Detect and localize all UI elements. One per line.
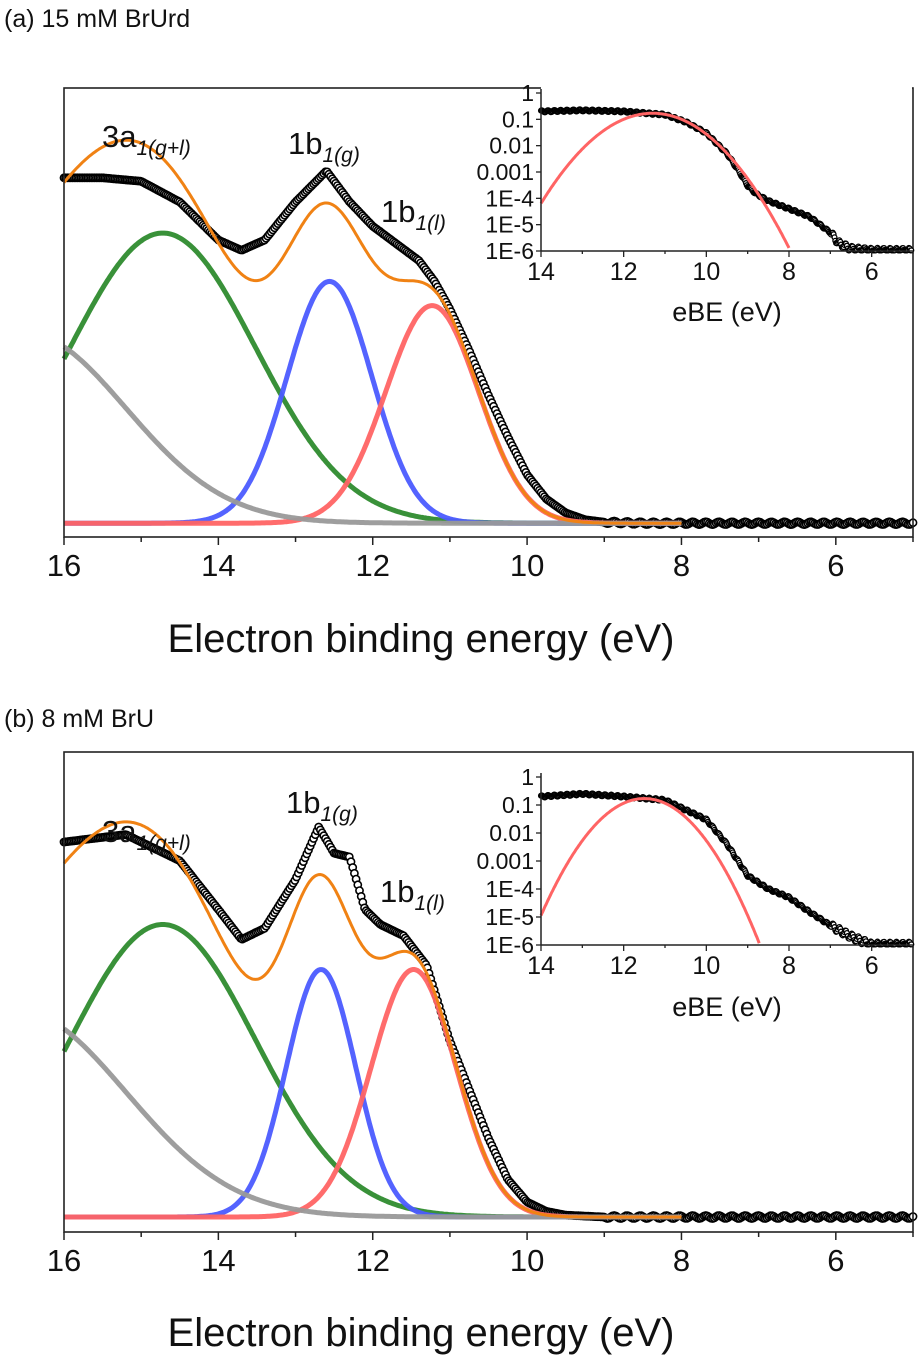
- inset-x-axis-label: eBE (eV): [672, 297, 782, 327]
- inset-x-tick-label: 14: [527, 258, 555, 286]
- annotation-main: 3a: [102, 814, 137, 849]
- plot-frame: [63, 751, 914, 1233]
- annotation-sub: 1(l): [415, 212, 445, 235]
- inset-fit-curve: [539, 796, 761, 944]
- inset-y-tick-label: 0.001: [476, 159, 534, 185]
- inset-x-tick-label: 6: [865, 258, 879, 286]
- annotation-1b1l: 1b1(l): [380, 874, 445, 915]
- inset-y-tick-label: 1E-6: [485, 238, 534, 264]
- fit-curve: [62, 138, 682, 525]
- inset-background: [541, 771, 912, 945]
- annotation-sub: 1(g): [320, 803, 357, 826]
- annotation-3a1: 3a1(g+l): [102, 119, 191, 160]
- inset-y-tick-label: 0.01: [489, 820, 534, 846]
- inset-fit-curve: [539, 111, 791, 249]
- inset-x-tick-label: 12: [610, 952, 638, 980]
- inset-y-tick-label: 1: [521, 764, 534, 790]
- annotation-main: 1b: [288, 126, 322, 161]
- inset-x-tick-label: 10: [692, 952, 720, 980]
- x-tick-label: 6: [827, 1243, 844, 1278]
- x-tick-label: 10: [510, 1243, 544, 1278]
- component-1b1g: [64, 967, 682, 1220]
- inset-y-tick-label: 1E-5: [485, 212, 534, 238]
- annotation-sub: 1(g): [322, 144, 359, 167]
- x-tick-label: 8: [673, 1243, 690, 1278]
- panel-b: (b) 8 mM BrU 16 14 12 10 8 6 10.10.010.0011E-…: [4, 705, 918, 1355]
- component-3a1gl: [61, 922, 682, 1220]
- annotation-main: 1b: [286, 785, 320, 820]
- annotation-sub: 1(g+l): [136, 832, 190, 855]
- inset-x-tick-label: 10: [692, 258, 720, 286]
- annotation-1b1g: 1b1(g): [288, 126, 360, 167]
- x-axis-label: Electron binding energy (eV): [168, 617, 675, 661]
- inset-x-tick-label: 8: [782, 258, 796, 286]
- inset-y-tick-label: 0.001: [476, 848, 534, 874]
- inset-x-axis-label: eBE (eV): [672, 992, 782, 1022]
- inset-y-tick-label: 1E-4: [485, 876, 534, 902]
- annotation-main: 1b: [381, 194, 415, 229]
- inset-x-tick-label: 12: [610, 258, 638, 286]
- annotation-sub: 1(l): [414, 892, 444, 915]
- inset-y-tick-label: 1E-6: [485, 932, 534, 958]
- inset-y-tick-label: 1E-5: [485, 904, 534, 930]
- panel-title: (b) 8 mM BrU: [4, 705, 154, 733]
- plot-frame: [63, 87, 914, 538]
- inset-y-tick-label: 1E-4: [485, 185, 534, 211]
- annotation-3a1: 3a1(g+l): [102, 814, 191, 855]
- component-1b1g: [64, 278, 682, 526]
- inset-x-tick-label: 6: [865, 952, 879, 980]
- x-tick-label: 12: [355, 1243, 389, 1278]
- inset-y-tick-label: 0.01: [489, 133, 534, 159]
- x-tick-label: 12: [355, 548, 389, 583]
- annotation-1b1l: 1b1(l): [381, 194, 446, 235]
- component-1b1l: [64, 303, 682, 526]
- inset-y-tick-label: 0.1: [502, 106, 534, 132]
- annotation-main: 1b: [380, 874, 414, 909]
- inset-y-tick-label: 1: [521, 80, 534, 106]
- inset-x-tick-label: 8: [782, 952, 796, 980]
- component-background: [62, 344, 682, 526]
- inset-x-tick-label: 14: [527, 952, 555, 980]
- x-tick-label: 16: [47, 548, 81, 583]
- component-1b1l: [64, 967, 682, 1220]
- x-axis-label: Electron binding energy (eV): [168, 1311, 675, 1355]
- x-tick-label: 14: [201, 1243, 235, 1278]
- x-tick-label: 10: [510, 548, 544, 583]
- x-tick-label: 16: [47, 1243, 81, 1278]
- fit-curve: [62, 820, 682, 1219]
- main-plot: 16 14 12 10 8 6: [47, 87, 918, 583]
- inset-y-tick-label: 0.1: [502, 792, 534, 818]
- annotation-sub: 1(g+l): [136, 137, 190, 160]
- main-plot: 16 14 12 10 8 6: [47, 751, 918, 1278]
- panel-a: (a) 15 mM BrUrd 16 14 12 10 8 6 10.10.010.001…: [4, 5, 918, 661]
- x-tick-label: 14: [201, 548, 235, 583]
- annotation-1b1g: 1b1(g): [286, 785, 358, 826]
- x-tick-label: 6: [827, 548, 844, 583]
- annotation-main: 3a: [102, 119, 137, 154]
- inset-experimental-series: [537, 106, 915, 254]
- x-tick-label: 8: [673, 548, 690, 583]
- panel-title: (a) 15 mM BrUrd: [4, 5, 190, 33]
